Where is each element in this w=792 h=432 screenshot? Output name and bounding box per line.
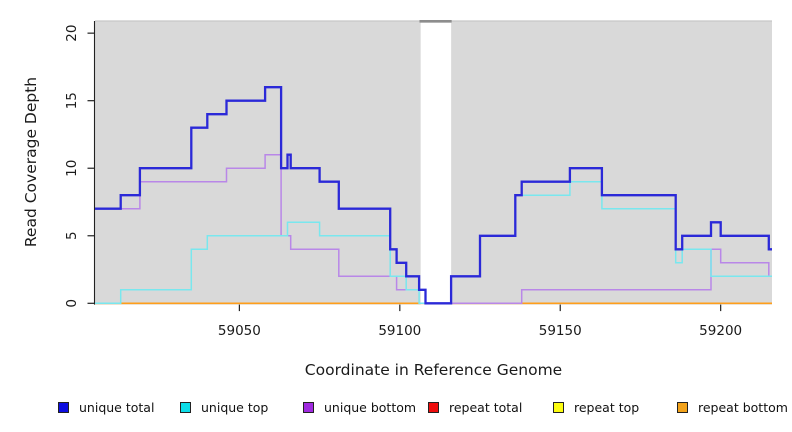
legend-item-repeat-total: repeat total — [428, 400, 523, 415]
legend-item-repeat-bottom: repeat bottom — [677, 400, 788, 415]
legend-item-unique-bottom: unique bottom — [303, 400, 417, 415]
legend-item-unique-top: unique top — [180, 400, 269, 415]
x-tick-label: 59150 — [539, 323, 582, 339]
legend-label-repeat-bottom: repeat bottom — [698, 400, 788, 415]
y-axis-title: Read Coverage Depth — [22, 76, 40, 248]
y-tick-label: 5 — [64, 231, 80, 240]
x-tick-label: 59200 — [699, 323, 742, 339]
legend-swatch-unique-top — [180, 402, 191, 413]
legend-label-repeat-top: repeat top — [574, 400, 640, 415]
x-tick-label: 59050 — [218, 323, 261, 339]
legend-swatch-repeat-top — [553, 402, 564, 413]
series-line-unique-bottom — [95, 153, 772, 305]
coverage-gap-band — [420, 22, 452, 305]
y-tick-label: 20 — [64, 25, 80, 42]
y-tick-label: 15 — [64, 92, 80, 109]
legend-swatch-repeat-total — [428, 402, 439, 413]
legend-item-repeat-top: repeat top — [553, 400, 640, 415]
legend-label-unique-bottom: unique bottom — [324, 400, 417, 415]
series-line-unique-total — [95, 86, 772, 305]
legend-swatch-repeat-bottom — [677, 402, 688, 413]
x-axis-title: Coordinate in Reference Genome — [304, 361, 563, 379]
legend-label-unique-top: unique top — [201, 400, 269, 415]
legend-item-unique-total: unique total — [58, 400, 155, 415]
legend-swatch-unique-bottom — [303, 402, 314, 413]
legend-label-unique-total: unique total — [79, 400, 155, 415]
y-tick-label: 10 — [64, 160, 80, 177]
y-tick-label: 0 — [64, 299, 80, 308]
x-tick-label: 59100 — [378, 323, 421, 339]
legend-label-repeat-total: repeat total — [449, 400, 523, 415]
legend-swatch-unique-total — [58, 402, 69, 413]
